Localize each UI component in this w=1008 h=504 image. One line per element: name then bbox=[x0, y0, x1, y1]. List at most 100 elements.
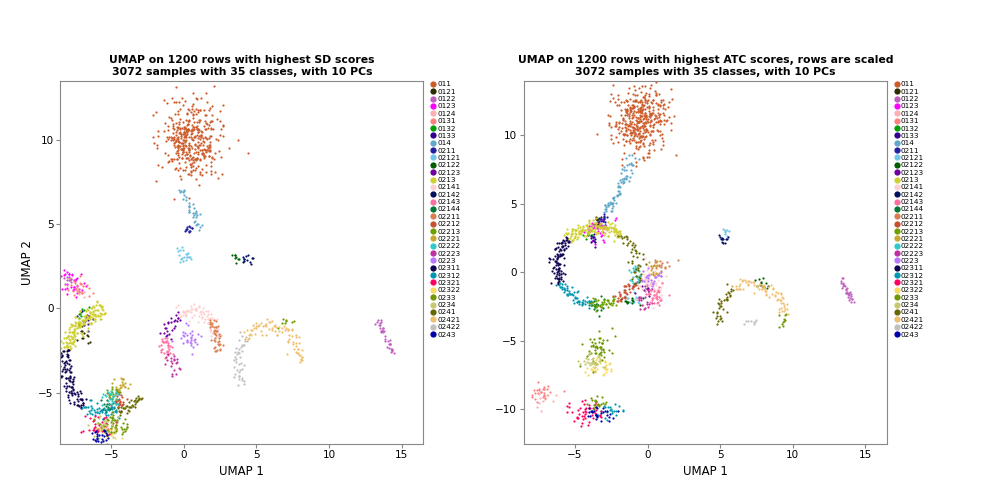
Point bbox=[170, 301, 186, 309]
Point bbox=[166, 356, 182, 364]
Point bbox=[105, 428, 121, 436]
Point bbox=[631, 155, 647, 163]
Point bbox=[72, 315, 88, 323]
Point bbox=[625, 104, 641, 112]
Point bbox=[640, 274, 656, 282]
Point bbox=[533, 389, 549, 397]
Point bbox=[644, 138, 660, 146]
Point bbox=[167, 119, 183, 127]
Point bbox=[578, 235, 594, 243]
Point bbox=[632, 272, 648, 280]
Point bbox=[254, 322, 270, 330]
Point bbox=[628, 138, 644, 146]
Point bbox=[112, 397, 128, 405]
Point bbox=[165, 98, 181, 106]
Point bbox=[165, 129, 181, 137]
Point bbox=[585, 338, 601, 346]
Point bbox=[200, 135, 216, 143]
Point bbox=[205, 322, 221, 330]
Point bbox=[60, 335, 77, 343]
Point bbox=[647, 273, 663, 281]
Point bbox=[563, 238, 580, 246]
Point bbox=[180, 200, 197, 208]
Point bbox=[551, 281, 568, 289]
Point bbox=[578, 396, 594, 404]
Point bbox=[663, 119, 679, 127]
Point bbox=[171, 258, 187, 266]
Point bbox=[563, 290, 580, 298]
Point bbox=[191, 118, 207, 127]
Point bbox=[384, 346, 400, 354]
Point bbox=[184, 127, 201, 135]
Point bbox=[52, 349, 69, 357]
Point bbox=[50, 360, 67, 368]
Point bbox=[292, 356, 308, 364]
Point bbox=[190, 143, 206, 151]
Point bbox=[592, 302, 608, 310]
Point bbox=[619, 106, 635, 114]
Point bbox=[605, 194, 621, 202]
Point bbox=[636, 156, 652, 164]
Point bbox=[74, 390, 90, 398]
Point bbox=[171, 142, 187, 150]
Point bbox=[608, 214, 624, 222]
Point bbox=[605, 409, 621, 417]
Point bbox=[610, 91, 626, 99]
Point bbox=[570, 286, 586, 294]
Point bbox=[629, 102, 645, 110]
Point bbox=[57, 285, 74, 293]
Point bbox=[207, 336, 223, 344]
Point bbox=[170, 309, 186, 318]
Point bbox=[586, 367, 602, 375]
Point bbox=[642, 84, 658, 92]
Point bbox=[724, 282, 740, 290]
Point bbox=[70, 392, 86, 400]
Point bbox=[717, 227, 733, 235]
Point bbox=[169, 317, 185, 325]
Point bbox=[77, 316, 93, 324]
Point bbox=[560, 242, 577, 250]
Point bbox=[179, 154, 196, 162]
Point bbox=[625, 297, 641, 305]
Point bbox=[610, 407, 626, 415]
Point bbox=[193, 310, 209, 318]
Point bbox=[624, 294, 640, 302]
Point bbox=[51, 270, 68, 278]
Point bbox=[184, 135, 201, 143]
Point bbox=[647, 293, 663, 301]
Point bbox=[586, 301, 602, 309]
Point bbox=[637, 128, 653, 136]
Point bbox=[80, 332, 96, 340]
Point bbox=[283, 326, 299, 334]
Point bbox=[638, 282, 654, 290]
Point bbox=[108, 398, 124, 406]
Point bbox=[258, 322, 274, 330]
Point bbox=[123, 403, 139, 411]
Point bbox=[566, 229, 583, 237]
Point bbox=[630, 266, 646, 274]
Point bbox=[595, 408, 611, 416]
Legend: 011, 0121, 0122, 0123, 0124, 0131, 0132, 0133, 014, 0211, 02121, 02122, 02123, 0: 011, 0121, 0122, 0123, 0124, 0131, 0132,… bbox=[430, 81, 461, 338]
Point bbox=[658, 117, 674, 125]
Point bbox=[625, 285, 641, 293]
Point bbox=[178, 196, 195, 204]
Point bbox=[176, 137, 193, 145]
Point bbox=[192, 302, 208, 310]
Title: UMAP on 1200 rows with highest SD scores
3072 samples with 35 classes, with 10 P: UMAP on 1200 rows with highest SD scores… bbox=[109, 55, 375, 77]
Point bbox=[57, 343, 74, 351]
Point bbox=[612, 291, 628, 299]
Point bbox=[566, 226, 583, 234]
Point bbox=[622, 95, 638, 103]
Point bbox=[773, 303, 789, 311]
Point bbox=[605, 414, 621, 422]
Point bbox=[557, 270, 574, 278]
Point bbox=[596, 210, 612, 218]
Point bbox=[264, 326, 280, 334]
Point bbox=[154, 337, 170, 345]
Point bbox=[116, 382, 132, 390]
Point bbox=[53, 372, 70, 381]
Point bbox=[95, 437, 111, 445]
Point bbox=[652, 258, 668, 266]
Point bbox=[551, 275, 568, 283]
Point bbox=[545, 255, 561, 263]
